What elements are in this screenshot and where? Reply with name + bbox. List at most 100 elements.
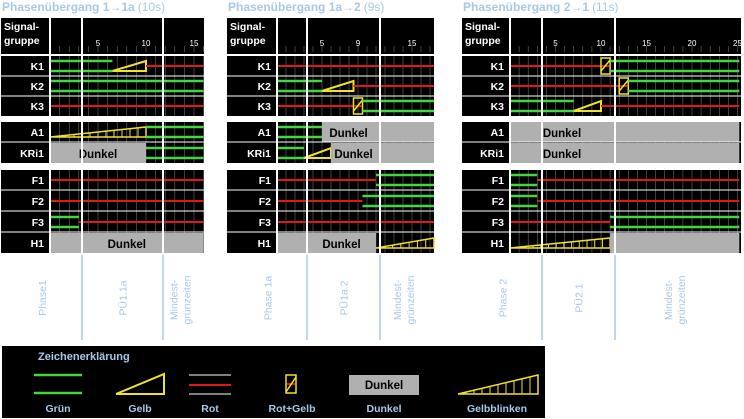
row-label-k2: K2 [31, 81, 45, 93]
tick-label: 10 [597, 39, 606, 48]
legend-title: Zeichenerklärung [38, 351, 130, 363]
row-label-f1: F1 [492, 175, 504, 187]
tick-label: 5 [96, 39, 101, 48]
yellow-line [600, 59, 611, 72]
dark-bar [510, 122, 740, 142]
phase-label: Phase1 [37, 280, 49, 316]
panel-title: Phasenübergang 1a→2 (9s) [228, 0, 384, 14]
row-label-kri1: KRi1 [247, 148, 271, 160]
tick-label: 9 [356, 39, 361, 48]
phase-label: PÜ2.1 [574, 283, 586, 312]
legend-red-yellow-yellow [285, 376, 297, 393]
group-gap [227, 163, 434, 170]
tick-label: 5 [320, 39, 325, 48]
legend-item-label: Rot [201, 403, 219, 415]
row-label-f2: F2 [32, 196, 44, 208]
group-gap [1, 163, 204, 170]
phase-label: Mindest-grünzeiten [169, 275, 194, 324]
legend-yellow-symbol [115, 372, 165, 395]
row-label-k2: K2 [258, 81, 272, 93]
row-label-h1: H1 [258, 238, 272, 250]
dunkel-label: Dunkel [108, 239, 146, 251]
row-label-k3: K3 [258, 101, 272, 113]
header-signal: Signal- [4, 21, 40, 33]
legend-red-yellow-symbol [285, 374, 297, 394]
dark-bar [610, 233, 740, 253]
header-gruppe: gruppe [4, 35, 40, 47]
panel-2: Phasenübergang 1a→2 (9s) Signal-gruppe 5 9 15… [227, 0, 435, 340]
dunkel-label: Dunkel [543, 128, 581, 140]
legend-item-label: Gelbblinken [467, 403, 527, 415]
group-gap [227, 116, 434, 122]
header-divider [462, 54, 741, 56]
dark-bar [50, 143, 146, 163]
row-label-k1: K1 [491, 61, 505, 73]
header-gruppe: gruppe [230, 35, 266, 47]
row-label-k3: K3 [491, 101, 505, 113]
yellow-line [618, 79, 629, 92]
tick-label: 25 [733, 39, 742, 48]
legend-item-label: Grün [45, 403, 70, 415]
legend-background [2, 346, 545, 418]
legend-dark-symbol [349, 375, 419, 395]
legend-item-label: Gelb [128, 403, 151, 415]
tick-label: 10 [142, 39, 151, 48]
phase-label: Phase 1a [263, 276, 275, 321]
dark-bar [277, 233, 376, 253]
row-label-k2: K2 [491, 81, 505, 93]
row-label-a1: A1 [31, 127, 45, 139]
phase-label: PÜ1a.2 [339, 280, 351, 315]
tick-label: 20 [688, 39, 697, 48]
legend-item-label: Rot+Gelb [269, 403, 316, 415]
header-signal: Signal- [230, 21, 266, 33]
dunkel-label: Dunkel [334, 149, 372, 161]
dunkel-label: Dunkel [543, 149, 581, 161]
group-gap [462, 116, 741, 122]
row-label-k1: K1 [258, 61, 272, 73]
panel-3: Phasenübergang 2→1 (11s) Signal-gruppe 5 10 1… [462, 0, 742, 340]
panel-title: Phasenübergang 2→1 (11s) [463, 0, 619, 14]
dunkel-label: Dunkel [79, 149, 117, 161]
row-label-f3: F3 [492, 217, 504, 229]
row-label-f3: F3 [259, 217, 271, 229]
row-label-h1: H1 [31, 238, 45, 250]
red-yellow-mark [600, 57, 611, 75]
row-label-f1: F1 [259, 175, 271, 187]
legend-item-label: Dunkel [366, 403, 401, 415]
header-gruppe: gruppe [465, 35, 501, 47]
row-label-kri1: KRi1 [480, 148, 504, 160]
header-divider [227, 54, 434, 56]
panel-background [1, 18, 204, 253]
group-gap [1, 116, 204, 122]
row-label-a1: A1 [258, 127, 272, 139]
header-signal: Signal- [465, 21, 501, 33]
row-label-f3: F3 [32, 217, 44, 229]
row-label-a1: A1 [491, 127, 505, 139]
row-label-k3: K3 [31, 101, 45, 113]
dark-bar [322, 122, 434, 142]
row-label-f2: F2 [259, 196, 271, 208]
tick-label: 5 [553, 39, 558, 48]
red-yellow-mark [618, 77, 630, 95]
tick-label: 15 [190, 39, 199, 48]
yellow-line [352, 99, 364, 112]
row-label-kri1: KRi1 [20, 148, 44, 160]
red-yellow-mark [352, 97, 364, 115]
dunkel-label: Dunkel [329, 128, 367, 140]
tick-label: 15 [642, 39, 651, 48]
panel-title: Phasenübergang 1→1a (10s) [2, 0, 165, 14]
legend-dark-symbol-text: Dunkel [365, 380, 403, 392]
yellow-blink-wedge [375, 237, 435, 249]
tick-label: 15 [408, 39, 417, 48]
row-label-f2: F2 [492, 196, 504, 208]
phase-label: PÜ1.1a [118, 280, 130, 315]
dark-bar [50, 233, 204, 253]
phase-label: Mindest-grünzeiten [392, 275, 417, 324]
row-label-h1: H1 [491, 238, 505, 250]
dunkel-label: Dunkel [322, 239, 360, 251]
row-label-f1: F1 [32, 175, 44, 187]
phase-label: Mindest-grünzeiten [663, 275, 688, 324]
row-label-k1: K1 [31, 61, 45, 73]
phase-label: Phase 2 [498, 279, 510, 318]
